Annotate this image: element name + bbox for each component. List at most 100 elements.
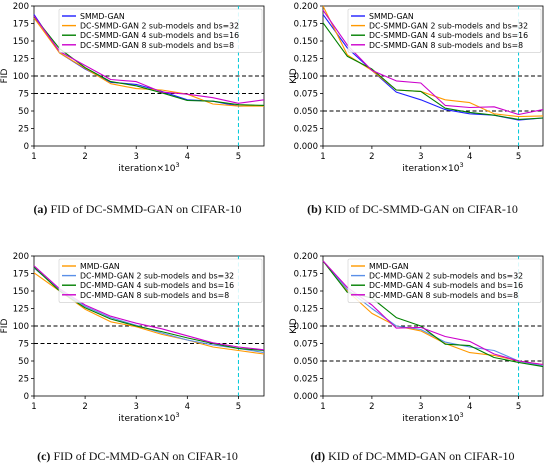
x-tick-label: 5 <box>236 152 241 162</box>
y-tick-label: 0.025 <box>294 375 318 385</box>
x-tick-label: 3 <box>418 402 423 412</box>
y-tick-label: 0.050 <box>294 107 318 117</box>
x-axis-label-exponent: 3 <box>175 161 179 169</box>
y-axis-label: FID <box>0 319 10 334</box>
x-axis-label: iteration×103 <box>118 411 179 424</box>
y-tick-label: 25 <box>18 125 29 135</box>
legend-box <box>58 8 263 53</box>
x-tick-label: 4 <box>467 152 472 162</box>
x-tick-label: 5 <box>516 402 521 412</box>
y-tick-label: 0.000 <box>294 142 318 152</box>
y-tick-label: 0.150 <box>294 287 318 297</box>
caption-d-tag: (d) <box>310 449 326 463</box>
y-tick-label: 75 <box>18 90 29 100</box>
caption-b-text: KID of DC-SMMD-GAN on CIFAR-10 <box>324 202 518 216</box>
legend-label-1: MMD-GAN <box>80 262 120 271</box>
caption-d: (d) KID of DC-MMD-GAN on CIFAR-10 <box>275 449 550 464</box>
x-axis-label: iteration×103 <box>118 161 179 174</box>
legend-box <box>347 8 542 53</box>
x-tick-label: 3 <box>134 152 139 162</box>
legend-label-3: DC-MMD-GAN 4 sub-models and bs=16 <box>369 281 523 290</box>
y-tick-label: 50 <box>18 357 29 367</box>
y-tick-label: 0.075 <box>294 340 318 350</box>
y-tick-label: 0.125 <box>294 305 318 315</box>
y-axis-label: FID <box>0 69 10 84</box>
legend-box <box>347 258 542 303</box>
legend-label-1: SMMD-GAN <box>369 12 414 21</box>
y-tick-label: 200 <box>13 2 29 12</box>
x-tick-label: 2 <box>369 402 374 412</box>
caption-b: (b) KID of DC-SMMD-GAN on CIFAR-10 <box>275 202 550 217</box>
legend-label-2: DC-MMD-GAN 2 sub-models and bs=32 <box>369 272 523 281</box>
caption-b-tag: (b) <box>307 202 322 216</box>
y-tick-label: 125 <box>13 305 29 315</box>
legend-label-2: DC-MMD-GAN 2 sub-models and bs=32 <box>80 272 234 281</box>
x-tick-label: 1 <box>31 152 36 162</box>
y-tick-label: 0.075 <box>294 90 318 100</box>
y-tick-label: 100 <box>13 322 29 332</box>
series-line-4 <box>33 15 265 104</box>
x-tick-label: 2 <box>369 152 374 162</box>
caption-c-text: FID of DC-MMD-GAN on CIFAR-10 <box>53 449 238 463</box>
y-axis-label: KID <box>289 318 299 334</box>
y-axis-label: KID <box>289 68 299 84</box>
legend-label-4: DC-MMD-GAN 8 sub-models and bs=8 <box>369 291 518 300</box>
x-axis-label: iteration×103 <box>402 161 463 174</box>
x-tick-label: 1 <box>31 402 36 412</box>
x-tick-label: 1 <box>320 402 325 412</box>
y-tick-label: 0.125 <box>294 55 318 65</box>
x-tick-label: 3 <box>418 152 423 162</box>
x-tick-label: 2 <box>82 152 87 162</box>
y-tick-label: 0.200 <box>294 252 318 262</box>
y-tick-label: 0.150 <box>294 37 318 47</box>
legend-label-2: DC-SMMD-GAN 2 sub-models and bs=32 <box>369 22 528 31</box>
y-tick-label: 25 <box>18 375 29 385</box>
y-tick-label: 0.050 <box>294 357 318 367</box>
caption-c: (c) FID of DC-MMD-GAN on CIFAR-10 <box>0 449 275 464</box>
y-tick-label: 100 <box>13 72 29 82</box>
y-tick-label: 0.000 <box>294 392 318 402</box>
caption-a-text: FID of DC-SMMD-GAN on CIFAR-10 <box>50 202 242 216</box>
legend-label-2: DC-SMMD-GAN 2 sub-models and bs=32 <box>80 22 239 31</box>
x-tick-label: 5 <box>236 402 241 412</box>
x-axis-label-exponent: 3 <box>459 411 463 419</box>
legend-label-4: DC-SMMD-GAN 8 sub-models and bs=8 <box>80 41 234 50</box>
chart-d: 0.000 0.025 0.050 0.075 0.100 0.125 0.150 0.175… <box>289 252 544 424</box>
y-tick-label: 0.200 <box>294 2 318 12</box>
legend-label-1: MMD-GAN <box>369 262 409 271</box>
series-line-4 <box>322 9 544 116</box>
x-axis-label-exponent: 3 <box>175 411 179 419</box>
y-tick-label: 0.175 <box>294 270 318 280</box>
x-axis-label: iteration×103 <box>402 411 463 424</box>
legend-label-3: DC-SMMD-GAN 4 sub-models and bs=16 <box>80 31 239 40</box>
legend-label-3: DC-SMMD-GAN 4 sub-models and bs=16 <box>369 31 528 40</box>
x-tick-label: 1 <box>320 152 325 162</box>
caption-a-tag: (a) <box>33 202 48 216</box>
y-tick-label: 0 <box>24 392 29 402</box>
y-tick-label: 50 <box>18 107 29 117</box>
y-tick-label: 0.100 <box>294 322 318 332</box>
chart-b: 0.000 0.025 0.050 0.075 0.100 0.125 0.150 0.175… <box>289 2 544 174</box>
x-tick-label: 4 <box>185 402 190 412</box>
x-tick-label: 4 <box>467 402 472 412</box>
y-tick-label: 0.175 <box>294 20 318 30</box>
x-tick-label: 2 <box>82 402 87 412</box>
legend-box <box>58 258 263 303</box>
caption-a: (a) FID of DC-SMMD-GAN on CIFAR-10 <box>0 202 275 217</box>
series-line-3 <box>322 22 544 120</box>
y-tick-label: 200 <box>13 252 29 262</box>
y-tick-label: 150 <box>13 287 29 297</box>
x-tick-label: 5 <box>516 152 521 162</box>
caption-c-tag: (c) <box>37 449 51 463</box>
y-tick-label: 175 <box>13 20 29 30</box>
x-tick-label: 4 <box>185 152 190 162</box>
y-tick-label: 125 <box>13 55 29 65</box>
legend-label-4: DC-MMD-GAN 8 sub-models and bs=8 <box>80 291 229 300</box>
